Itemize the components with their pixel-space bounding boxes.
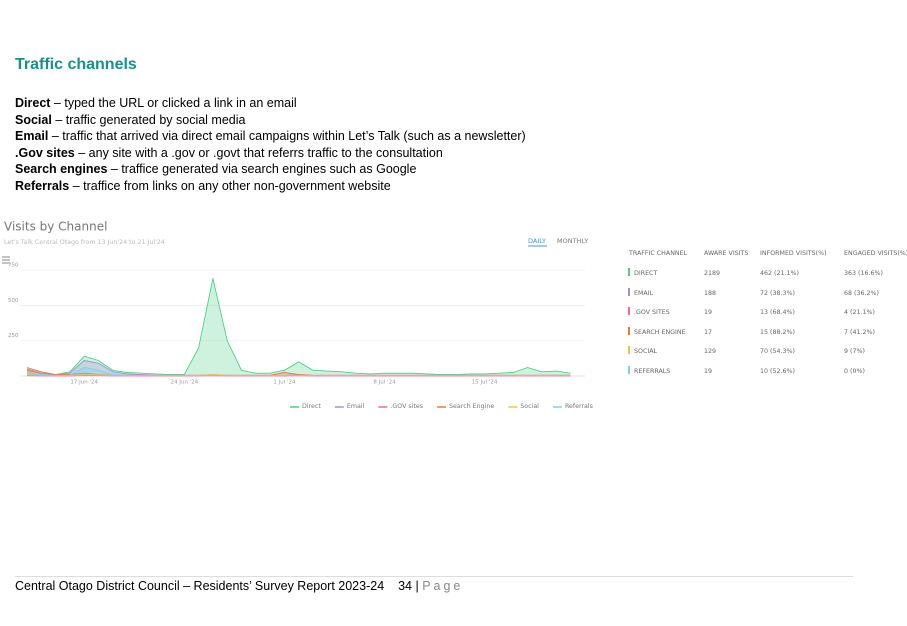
description: – traffice generated via search engines …	[110, 162, 417, 177]
description: – any site with a .gov or .govt that ref…	[78, 145, 443, 160]
tab[interactable]: DAILY	[528, 237, 546, 245]
area	[27, 367, 571, 376]
line	[26, 367, 571, 377]
header-cell: INFORMED VISITS(%)	[760, 250, 827, 257]
cell: 129	[704, 348, 717, 355]
channel-swatch	[628, 287, 630, 296]
cell: 188	[704, 289, 717, 297]
definition: Referrals – traffice from links on any o…	[15, 178, 526, 195]
cell: 462 (21.1%)	[760, 270, 799, 277]
separator: |	[415, 579, 419, 593]
line	[26, 278, 571, 376]
term: .Gov sites	[15, 145, 75, 160]
cell: SOCIAL	[634, 348, 658, 355]
cell: 13 (68.4%)	[760, 309, 795, 316]
cell: SEARCH ENGINE	[634, 328, 686, 336]
y-tick-label: 250	[8, 333, 19, 339]
channel-swatch	[628, 268, 630, 276]
legend-label: Direct	[302, 403, 321, 410]
tab[interactable]: MONTHLY	[557, 237, 588, 245]
term: Referrals	[15, 178, 70, 193]
cell: 70 (54.3%)	[760, 348, 795, 355]
x-tick-label: 15 Jul '24	[472, 380, 498, 386]
page-word: Page	[422, 579, 464, 593]
cell: 68 (36.2%)	[844, 289, 879, 297]
cell: 4 (21.1%)	[844, 309, 875, 316]
cell: 15 (88.2%)	[760, 328, 795, 336]
description: – typed the URL or clicked a link in an …	[53, 96, 297, 110]
menu-icon[interactable]	[2, 256, 10, 264]
footer-rule	[15, 576, 853, 577]
term: Direct	[15, 96, 51, 110]
cell: DIRECT	[634, 270, 658, 277]
definition: .Gov sites – any site with a .gov or .go…	[15, 145, 526, 162]
chart: Visits by Channel Let's Talk Central Otag…	[2, 220, 593, 410]
cell: REFERRALS	[634, 367, 671, 375]
footer-text: Central Otago District Council – Residen…	[15, 579, 385, 593]
term: Email	[15, 129, 49, 144]
y-tick-label: 500	[8, 298, 19, 304]
legend-label: .GOV sites	[390, 403, 423, 410]
header-cell: ENGAGED VISITS(%)	[844, 250, 907, 257]
definitions: Direct – typed the URL or clicked a link…	[15, 95, 526, 195]
x-tick-label: 17 Jun '24	[70, 380, 98, 386]
definition: Email – traffic that arrived via direct …	[15, 128, 526, 145]
cell: 19	[704, 367, 713, 375]
channel-swatch	[628, 326, 630, 335]
footer: Central Otago District Council – Residen…	[15, 579, 463, 593]
definition: Search engines – traffice generated via …	[15, 161, 526, 178]
cell: 9 (7%)	[844, 348, 865, 355]
term: Social	[15, 112, 52, 127]
legend-label: Social	[520, 403, 539, 410]
description: – traffic generated by social media	[55, 112, 246, 127]
legend-label: Search Engine	[449, 403, 494, 410]
title: Traffic channels	[15, 56, 137, 73]
y-tick-label: 750	[8, 263, 19, 269]
x-tick-label: 8 Jul '24	[373, 380, 396, 386]
cell: 19	[704, 309, 713, 316]
cell: 72 (38.3%)	[760, 289, 795, 297]
definition: Social – traffic generated by social med…	[15, 112, 526, 129]
cell: .GOV SITES	[634, 309, 670, 316]
description: – traffic that arrived via direct email …	[51, 129, 526, 144]
x-tick-label: 24 Jun '24	[170, 380, 198, 386]
cell: 7 (41.2%)	[844, 328, 875, 336]
header-cell: AWARE VISITS	[704, 250, 749, 257]
area	[27, 278, 571, 376]
legend-label: Email	[347, 403, 365, 410]
cell: 17	[704, 328, 713, 336]
x-tick-label: 1 Jul '24	[273, 380, 296, 386]
channel-swatch	[628, 307, 630, 315]
cell: 0 (0%)	[844, 367, 865, 375]
cell: 10 (52.6%)	[760, 367, 795, 375]
description: – traffice from links on any other non-g…	[72, 178, 391, 193]
page-number: 34	[398, 579, 412, 593]
chart-subtitle: Let's Talk Central Otago from 13 Jun'24 …	[4, 239, 165, 246]
cell: 2189	[704, 270, 721, 277]
channel-swatch	[628, 346, 630, 354]
chart-title: Visits by Channel	[4, 220, 107, 234]
legend-label: Referrals	[565, 403, 593, 410]
cell: 363 (16.6%)	[844, 270, 883, 277]
cell: EMAIL	[634, 289, 654, 297]
channel-swatch	[628, 365, 630, 374]
header-cell: TRAFFIC CHANNEL	[629, 250, 688, 257]
definition: Direct – typed the URL or clicked a link…	[15, 95, 526, 112]
term: Search engines	[15, 162, 108, 177]
